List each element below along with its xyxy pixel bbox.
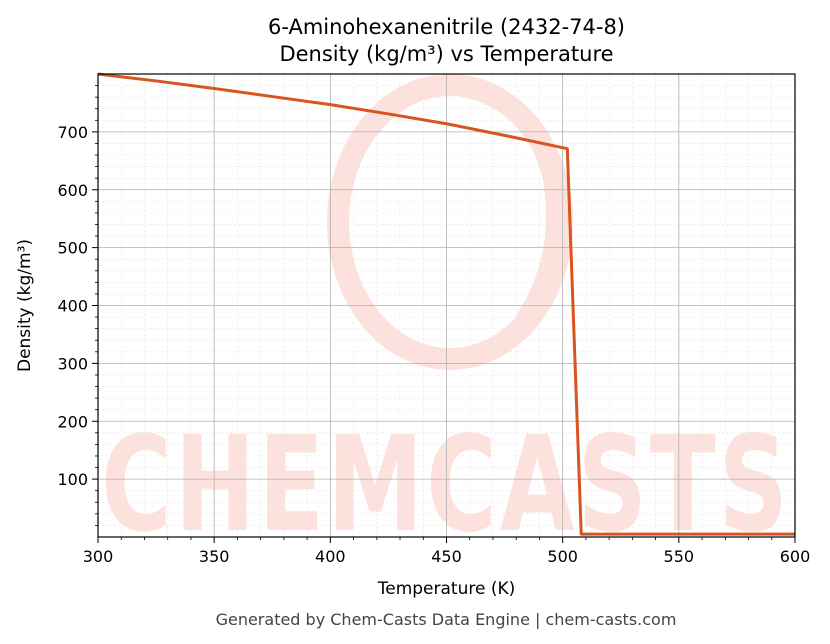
axis-ticks: 300 350 400 450 500 550 600 100 200 300 400 500 600 7… <box>57 85 811 566</box>
footer-credit: Generated by Chem-Casts Data Engine | ch… <box>216 610 677 629</box>
chart-subtitle: Density (kg/m³) vs Temperature <box>279 42 613 66</box>
y-tick-label: 600 <box>57 181 88 200</box>
y-tick-label: 700 <box>57 123 88 142</box>
y-axis-label: Density (kg/m³) <box>15 239 35 372</box>
chart-title: 6-Aminohexanenitrile (2432-74-8) <box>268 15 625 39</box>
y-tick-label: 500 <box>57 239 88 258</box>
x-tick-label: 600 <box>780 547 811 566</box>
x-tick-label: 400 <box>315 547 346 566</box>
y-tick-label: 100 <box>57 470 88 489</box>
x-tick-label: 550 <box>664 547 695 566</box>
watermark: CHEMCASTS <box>101 74 791 562</box>
x-tick-label: 450 <box>431 547 462 566</box>
y-tick-label: 300 <box>57 354 88 373</box>
y-tick-label: 400 <box>57 297 88 316</box>
x-tick-label: 500 <box>547 547 578 566</box>
x-tick-label: 300 <box>83 547 114 566</box>
series-line-0 <box>97 72 795 536</box>
watermark-text: CHEMCASTS <box>101 408 791 562</box>
y-tick-label: 200 <box>57 412 88 431</box>
x-axis-label: Temperature (K) <box>377 579 516 599</box>
series-layer <box>97 72 795 536</box>
watermark-swirl <box>439 83 556 321</box>
x-tick-label: 350 <box>199 547 230 566</box>
